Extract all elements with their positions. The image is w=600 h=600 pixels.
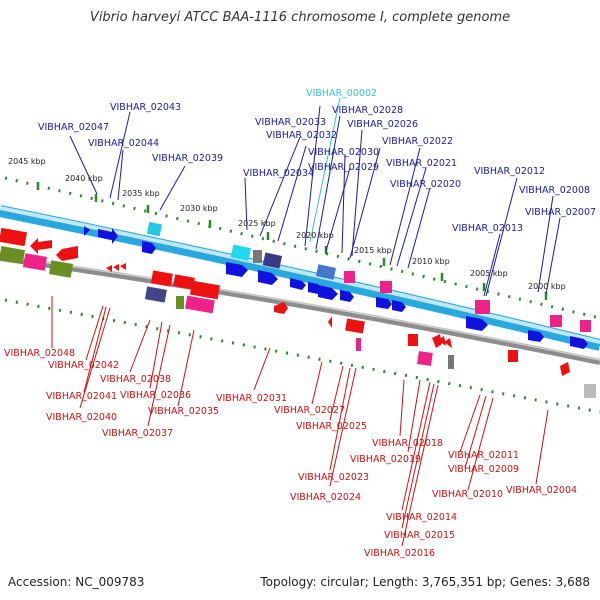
- gene-label[interactable]: VIBHAR_02014: [386, 512, 457, 523]
- accession-text: Accession: NC_009783: [8, 575, 145, 589]
- gene-arrow: [258, 270, 278, 285]
- gene-arrow: [290, 278, 306, 290]
- topology-text: Topology: circular; Length: 3,765,351 bp…: [260, 575, 590, 589]
- kbp-label: 2035 kbp: [122, 189, 160, 198]
- gene-label[interactable]: VIBHAR_02015: [384, 530, 455, 541]
- gene-label[interactable]: VIBHAR_02033: [255, 117, 326, 128]
- leader-lines-top: [69, 105, 561, 297]
- gene-label[interactable]: VIBHAR_02026: [347, 119, 418, 130]
- gene-label[interactable]: VIBHAR_02037: [102, 428, 173, 439]
- gene-label[interactable]: VIBHAR_02016: [364, 548, 435, 559]
- gene-arrow: [98, 228, 118, 244]
- gene-arrow: [570, 336, 588, 349]
- gene-label[interactable]: VIBHAR_02023: [298, 472, 369, 483]
- gene-label[interactable]: VIBHAR_02042: [48, 360, 119, 371]
- kbp-label: 2025 kbp: [238, 219, 276, 228]
- gene-label[interactable]: VIBHAR_02008: [519, 185, 590, 196]
- reverse-strand-backbone: [0, 255, 600, 365]
- kbp-labels: 2045 kbp 2040 kbp 2035 kbp 2030 kbp 2025 kbp…: [8, 157, 566, 291]
- gene-label[interactable]: VIBHAR_02032: [266, 130, 337, 141]
- kbp-label: 2040 kbp: [65, 174, 103, 183]
- forward-genes: [84, 226, 588, 349]
- gene-label[interactable]: VIBHAR_02029: [308, 162, 379, 173]
- gene-label[interactable]: VIBHAR_00002: [306, 88, 377, 99]
- gene-label[interactable]: VIBHAR_02019: [350, 454, 421, 465]
- gene-label[interactable]: VIBHAR_02030: [308, 147, 379, 158]
- gene-label[interactable]: VIBHAR_02018: [372, 438, 443, 449]
- reverse-genes: [0, 227, 596, 398]
- kbp-label: 2045 kbp: [8, 157, 46, 166]
- gene-arrow: [392, 300, 406, 312]
- gene-arrow: [318, 285, 338, 300]
- gene-label[interactable]: VIBHAR_02034: [243, 168, 314, 179]
- gene-arrow: [340, 290, 354, 302]
- kbp-label: 2010 kbp: [412, 257, 450, 266]
- gene-arrow: [84, 226, 90, 236]
- gene-arrow: [142, 241, 156, 254]
- gene-label[interactable]: VIBHAR_02025: [296, 421, 367, 432]
- kbp-label: 2005 kbp: [470, 269, 508, 278]
- gene-label[interactable]: VIBHAR_02035: [148, 406, 219, 417]
- gene-label[interactable]: VIBHAR_02012: [474, 166, 545, 177]
- gene-arrow: [376, 297, 392, 309]
- gene-label[interactable]: VIBHAR_02027: [274, 405, 345, 416]
- page-title: Vibrio harveyi ATCC BAA-1116 chromosome …: [89, 10, 511, 25]
- gene-arrow: [466, 316, 488, 331]
- gene-label[interactable]: VIBHAR_02010: [432, 489, 503, 500]
- gene-label[interactable]: VIBHAR_02020: [390, 179, 461, 190]
- gene-label[interactable]: VIBHAR_02048: [4, 348, 75, 359]
- inner-tick-track: [4, 298, 600, 414]
- gene-label[interactable]: VIBHAR_02036: [120, 390, 191, 401]
- gene-label[interactable]: VIBHAR_02043: [110, 102, 181, 113]
- gene-label[interactable]: VIBHAR_02047: [38, 122, 109, 133]
- gene-label[interactable]: VIBHAR_02004: [506, 485, 577, 496]
- gene-label[interactable]: VIBHAR_02038: [100, 374, 171, 385]
- gene-label[interactable]: VIBHAR_02013: [452, 223, 523, 234]
- gene-label[interactable]: VIBHAR_02041: [46, 391, 117, 402]
- leader-lines-bottom: [51, 296, 549, 547]
- kbp-label: 2030 kbp: [180, 204, 218, 213]
- outer-tick-track: [4, 176, 600, 320]
- gene-label[interactable]: VIBHAR_02011: [448, 450, 519, 461]
- kbp-label: 2000 kbp: [528, 282, 566, 291]
- top-feature-boxes: [146, 221, 591, 332]
- gene-label[interactable]: VIBHAR_02028: [332, 105, 403, 116]
- gene-label[interactable]: VIBHAR_02021: [386, 158, 457, 169]
- gene-arrow: [528, 330, 544, 342]
- leader-lines-cyan: [309, 97, 341, 243]
- gene-label[interactable]: VIBHAR_02022: [382, 136, 453, 147]
- gene-arrow: [226, 262, 248, 277]
- gene-label[interactable]: VIBHAR_02031: [216, 393, 287, 404]
- kbp-label: 2020 kbp: [296, 231, 334, 240]
- kbp-label: 2015 kbp: [354, 246, 392, 255]
- gene-label[interactable]: VIBHAR_02044: [88, 138, 159, 149]
- gene-label[interactable]: VIBHAR_02039: [152, 153, 223, 164]
- gene-label[interactable]: VIBHAR_02024: [290, 492, 361, 503]
- gene-label[interactable]: VIBHAR_02040: [46, 412, 117, 423]
- gene-label[interactable]: VIBHAR_02007: [525, 207, 596, 218]
- gene-label[interactable]: VIBHAR_02009: [448, 464, 519, 475]
